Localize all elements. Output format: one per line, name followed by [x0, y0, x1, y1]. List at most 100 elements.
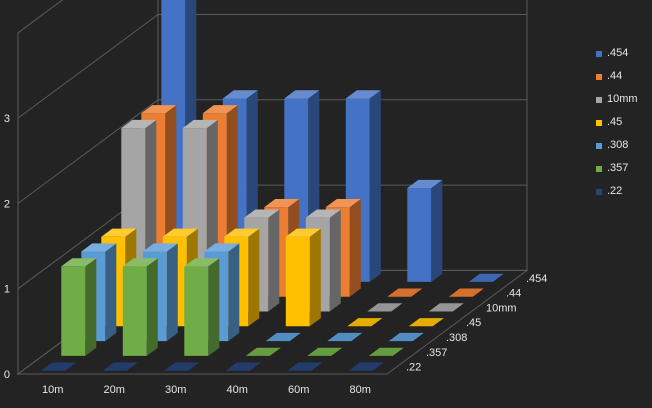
bar-top — [162, 228, 198, 237]
bar-top — [81, 243, 117, 252]
bar — [184, 258, 220, 356]
bar-top — [305, 209, 341, 218]
series-0 — [41, 362, 384, 371]
legend-item: 10mm — [596, 88, 652, 111]
bar — [388, 332, 424, 342]
legend-swatch — [596, 142, 602, 149]
depth-tick-label: .44 — [506, 288, 521, 300]
bar-top — [264, 199, 300, 208]
bar-side — [309, 228, 321, 327]
legend-swatch — [596, 96, 602, 103]
bar-top — [244, 209, 280, 218]
legend-swatch — [596, 119, 602, 126]
bar — [265, 332, 301, 342]
legend-label: .44 — [607, 70, 623, 82]
bar-top — [164, 362, 200, 371]
bar-top — [61, 258, 97, 267]
bar — [287, 362, 323, 371]
bar-top — [327, 332, 363, 342]
depth-tick-label: .45 — [466, 317, 481, 329]
legend-item: .454 — [596, 42, 652, 65]
x-tick-label: 20m — [104, 384, 125, 396]
bar-top — [204, 243, 240, 252]
bar-top — [182, 119, 218, 129]
legend-label: .454 — [607, 47, 629, 59]
bar-top — [345, 90, 381, 99]
bars — [41, 0, 504, 371]
legend-item: .357 — [596, 157, 652, 180]
bar-side — [85, 258, 97, 356]
bar-side — [431, 179, 443, 282]
bar — [164, 362, 200, 371]
bar-top — [348, 362, 384, 371]
bar — [122, 258, 158, 356]
bar — [428, 303, 464, 312]
bar — [347, 318, 383, 327]
y-tick-label: 3 — [4, 113, 10, 125]
y-tick-label: 2 — [4, 198, 10, 210]
bar-top — [142, 243, 178, 252]
bar — [327, 332, 363, 342]
bar-top — [368, 347, 404, 356]
bar-top — [347, 318, 383, 327]
bar-top — [387, 288, 423, 297]
bar — [245, 347, 281, 356]
legend-label: .308 — [607, 139, 629, 151]
legend-label: 10mm — [607, 93, 638, 105]
legend-swatch — [596, 188, 602, 195]
bar — [408, 318, 444, 327]
bar-top — [122, 258, 158, 267]
bar-top — [101, 228, 137, 237]
bar — [307, 347, 343, 356]
gridline-3 — [17, 14, 527, 119]
bar — [41, 362, 77, 371]
depth-tick-label: .454 — [526, 273, 547, 285]
legend-item: .22 — [596, 180, 652, 203]
bar-top — [265, 332, 301, 342]
legend-label: .45 — [607, 116, 623, 128]
x-tick-label: 60m — [288, 384, 309, 396]
bar — [102, 362, 138, 371]
bar-top — [285, 228, 321, 237]
y-tick-label: 0 — [4, 369, 10, 381]
legend-swatch — [596, 165, 602, 172]
bar-top — [121, 119, 157, 129]
bar-side — [369, 90, 381, 282]
bar — [61, 258, 97, 356]
bar-top — [222, 90, 258, 99]
bar-top — [428, 303, 464, 312]
bar-side — [166, 243, 178, 342]
depth-tick-label: .22 — [406, 362, 421, 374]
bar-top — [287, 362, 323, 371]
bar-side — [248, 228, 260, 327]
legend-label: .357 — [607, 162, 629, 174]
bar — [448, 288, 484, 297]
bar-side — [208, 258, 220, 356]
bar-front — [61, 266, 86, 356]
chart-legend: .454 .44 10mm .45 .308 .357 .22 — [596, 42, 652, 203]
bar — [225, 362, 261, 371]
bar-front — [285, 236, 310, 327]
x-tick-label: 40m — [227, 384, 248, 396]
depth-tick-label: 10mm — [486, 302, 517, 314]
legend-label: .22 — [607, 185, 623, 197]
x-tick-label: 80m — [350, 384, 371, 396]
bar — [387, 288, 423, 297]
depth-tick-label: .308 — [446, 332, 467, 344]
bar-front — [122, 266, 147, 356]
bar-top — [141, 105, 177, 114]
bar-front — [407, 188, 432, 282]
bar-top — [102, 362, 138, 371]
bar-top — [388, 332, 424, 342]
legend-swatch — [596, 50, 602, 57]
bar-top — [41, 362, 77, 371]
x-tick-label: 10m — [42, 384, 63, 396]
bar-top — [367, 303, 403, 312]
bar-top — [408, 318, 444, 327]
bar-side — [146, 258, 158, 356]
bar-side — [329, 209, 341, 312]
depth-tick-label: .357 — [426, 347, 447, 359]
bar — [348, 362, 384, 371]
bar-front — [184, 266, 209, 356]
bar-top — [284, 90, 320, 99]
